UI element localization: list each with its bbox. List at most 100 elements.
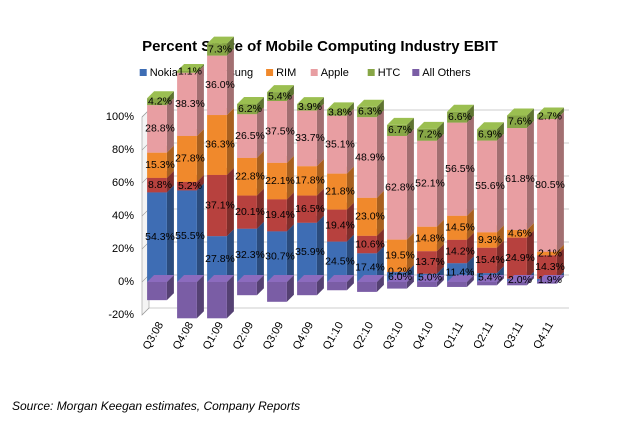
bar-side bbox=[376, 228, 384, 254]
bar-top bbox=[387, 117, 414, 125]
data-label: 6.9% bbox=[478, 129, 502, 141]
bar-top bbox=[207, 36, 234, 44]
grid-line bbox=[141, 307, 569, 316]
bar-side bbox=[286, 224, 294, 282]
bar-side bbox=[316, 215, 324, 282]
bar-segment bbox=[417, 140, 437, 227]
bar-segment bbox=[267, 199, 287, 232]
data-label: 17.4% bbox=[355, 261, 385, 273]
bar-side bbox=[526, 275, 534, 286]
y-tick-label: 0% bbox=[118, 276, 134, 288]
bar-side bbox=[196, 183, 204, 282]
legend-swatch bbox=[266, 69, 274, 76]
bar-segment bbox=[207, 115, 227, 175]
data-label: 30.7% bbox=[265, 250, 295, 262]
bar-top bbox=[477, 122, 504, 130]
bar-segment bbox=[267, 100, 287, 163]
bar-side bbox=[346, 275, 354, 291]
bar-side bbox=[346, 234, 354, 282]
legend-label: All Others bbox=[422, 67, 471, 79]
bar-segment bbox=[147, 98, 167, 106]
data-label: 7.6% bbox=[508, 116, 532, 128]
bar-segment bbox=[207, 55, 227, 116]
data-label: 19.5% bbox=[385, 249, 415, 261]
bar-side bbox=[256, 275, 264, 296]
bar-segment bbox=[447, 282, 467, 287]
data-label: 14.3% bbox=[535, 261, 565, 273]
data-label: 26.5% bbox=[235, 130, 265, 142]
x-tick-label: Q2:10 bbox=[351, 320, 376, 352]
bar-segment bbox=[537, 118, 557, 252]
x-tick-label: Q4:10 bbox=[411, 320, 436, 352]
bar-top bbox=[237, 96, 264, 104]
bar-side bbox=[556, 107, 564, 119]
bar-segment bbox=[267, 231, 287, 282]
bar-side bbox=[496, 240, 504, 274]
bar-segment bbox=[477, 232, 497, 248]
y-tick-label: 40% bbox=[112, 210, 134, 222]
bar-side bbox=[166, 98, 174, 153]
legend-swatch bbox=[367, 69, 375, 76]
x-tick-label: Q3:08 bbox=[141, 320, 166, 352]
bar-side bbox=[316, 275, 324, 296]
bar-segment bbox=[177, 282, 197, 319]
data-label: 13.7% bbox=[415, 256, 445, 268]
bar-side bbox=[526, 121, 534, 231]
bar-side bbox=[556, 244, 564, 256]
chart-title: Percent Share of Mobile Computing Indust… bbox=[142, 38, 498, 55]
bar-side bbox=[166, 91, 174, 106]
data-label: 19.4% bbox=[265, 209, 295, 221]
data-label: 5.4% bbox=[268, 90, 292, 102]
bar-segment bbox=[417, 282, 437, 287]
bar-top bbox=[267, 85, 294, 93]
data-label: 2.0% bbox=[508, 274, 532, 286]
data-label: 14.5% bbox=[445, 222, 475, 234]
bar-side bbox=[526, 230, 534, 279]
bar-top bbox=[297, 275, 324, 282]
data-label: 4.2% bbox=[148, 95, 172, 107]
bar-top bbox=[447, 275, 474, 282]
data-label: 7.3% bbox=[208, 43, 232, 55]
bar-segment bbox=[417, 251, 437, 274]
grid-line bbox=[141, 274, 569, 283]
data-label: 2.7% bbox=[538, 111, 562, 123]
bar-top bbox=[387, 275, 414, 282]
data-label: 20.1% bbox=[235, 206, 265, 218]
bar-side bbox=[286, 275, 294, 302]
bar-segment bbox=[177, 181, 197, 191]
data-label: 5.0% bbox=[418, 272, 442, 284]
x-tick-label: Q3:11 bbox=[501, 320, 526, 351]
data-label: 14.2% bbox=[445, 245, 475, 257]
data-label: 1.9% bbox=[538, 274, 562, 286]
bar-side bbox=[556, 111, 564, 252]
bar-side bbox=[376, 246, 384, 282]
bar-segment bbox=[327, 109, 347, 116]
data-label: 11.4% bbox=[446, 266, 475, 278]
bar-segment bbox=[297, 104, 317, 111]
bar-side bbox=[226, 167, 234, 237]
data-label: 55.5% bbox=[175, 230, 205, 242]
bar-segment bbox=[507, 282, 527, 286]
grid-line bbox=[141, 109, 569, 118]
bar-segment bbox=[357, 117, 377, 198]
bar-segment bbox=[267, 92, 287, 101]
data-label: 2.1% bbox=[538, 247, 562, 259]
data-label: 15.4% bbox=[475, 254, 505, 266]
bar-segment bbox=[387, 239, 407, 272]
data-label: 61.8% bbox=[505, 173, 535, 185]
data-label: 6.3% bbox=[358, 106, 382, 118]
y-tick-label: -20% bbox=[108, 309, 134, 321]
bar-side bbox=[466, 104, 474, 123]
bar-side bbox=[166, 145, 174, 178]
data-label: 16.5% bbox=[295, 203, 325, 215]
x-tick-label: Q3:10 bbox=[381, 320, 406, 352]
bar-segment bbox=[177, 72, 197, 136]
bar-side bbox=[196, 63, 204, 73]
data-label: 6.6% bbox=[448, 111, 472, 123]
bar-top bbox=[237, 275, 264, 282]
bar-top bbox=[297, 97, 324, 105]
bar-segment bbox=[147, 177, 167, 193]
bar-side bbox=[226, 36, 234, 56]
bar-side bbox=[256, 221, 264, 282]
